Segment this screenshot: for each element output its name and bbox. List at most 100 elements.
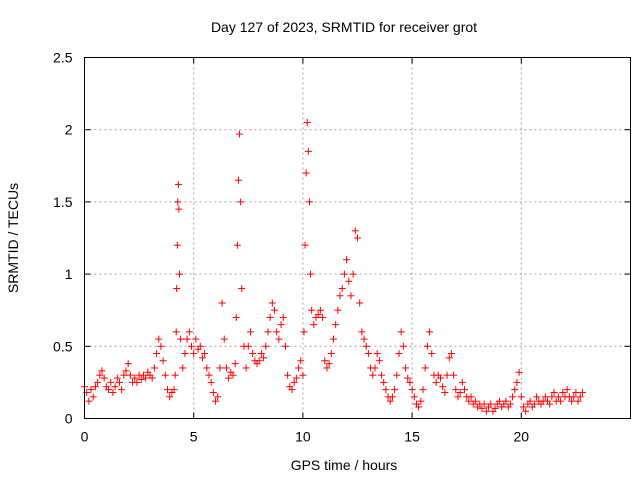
data-point (447, 350, 455, 358)
data-point (522, 407, 530, 415)
data-point (118, 386, 126, 394)
data-point (307, 270, 315, 278)
data-point (349, 270, 357, 278)
y-axis-title: SRMTID / TECUs (5, 183, 21, 293)
data-point (415, 403, 423, 411)
data-point (506, 400, 514, 408)
data-point (297, 357, 305, 365)
data-point (133, 378, 141, 386)
data-point (515, 368, 523, 376)
data-point (85, 397, 93, 405)
data-point (371, 364, 379, 372)
data-point (115, 378, 123, 386)
data-point (150, 364, 158, 372)
data-point (441, 389, 449, 397)
data-point (404, 374, 412, 382)
data-point (173, 285, 181, 293)
data-point (399, 342, 407, 350)
data-point (408, 386, 416, 394)
data-point (502, 397, 510, 405)
data-point (185, 328, 193, 336)
data-point (478, 404, 486, 412)
x-tick-label: 5 (190, 429, 198, 445)
data-point (391, 386, 399, 394)
data-point (452, 386, 460, 394)
data-point (351, 227, 359, 235)
data-point (402, 364, 410, 372)
data-point (332, 321, 340, 329)
data-point (323, 364, 331, 372)
data-point (177, 335, 185, 343)
data-point (190, 350, 198, 358)
data-point (148, 374, 156, 382)
data-point (480, 400, 488, 408)
data-point (563, 386, 571, 394)
data-point (482, 407, 490, 415)
data-point (266, 313, 274, 321)
data-point (257, 350, 265, 358)
data-point (275, 335, 283, 343)
data-point (96, 371, 104, 379)
data-point (181, 350, 189, 358)
data-point (159, 357, 167, 365)
data-point (300, 328, 308, 336)
data-point (554, 393, 562, 401)
data-point (170, 386, 178, 394)
data-point (557, 397, 565, 405)
data-point (157, 342, 165, 350)
data-point (465, 397, 473, 405)
data-point (207, 378, 215, 386)
data-point (220, 335, 228, 343)
data-point (419, 386, 427, 394)
x-tick-label: 0 (81, 429, 89, 445)
data-point (131, 374, 139, 382)
data-point (546, 400, 554, 408)
data-point (428, 350, 436, 358)
x-axis-title: GPS time / hours (291, 457, 398, 473)
data-point (238, 285, 246, 293)
data-point (260, 354, 268, 362)
data-point (105, 386, 113, 394)
data-point (303, 118, 311, 126)
data-point (423, 342, 431, 350)
data-point (574, 397, 582, 405)
data-point (321, 357, 329, 365)
data-point (509, 393, 517, 401)
data-point (360, 335, 368, 343)
data-point (198, 354, 206, 362)
data-point (232, 313, 240, 321)
data-points (81, 118, 586, 415)
data-point (329, 335, 337, 343)
data-point (325, 360, 333, 368)
data-point (559, 389, 567, 397)
x-tick-label: 10 (295, 429, 311, 445)
data-point (262, 342, 270, 350)
tick-labels: 0 5 10 15 20 0 0.5 1 1.5 2 2.5 (53, 50, 529, 445)
data-point (216, 364, 224, 372)
data-point (393, 371, 401, 379)
data-point (218, 299, 226, 307)
data-point (126, 371, 134, 379)
data-point (354, 234, 361, 242)
data-point (310, 321, 318, 329)
data-point (192, 335, 200, 343)
data-point (209, 389, 217, 397)
data-point (163, 386, 171, 394)
data-point (171, 371, 179, 379)
data-point (450, 371, 458, 379)
data-point (314, 311, 322, 319)
data-point (526, 397, 534, 405)
data-point (173, 241, 181, 249)
y-tick-label: 0 (65, 411, 73, 427)
data-point (362, 342, 370, 350)
data-point (373, 350, 381, 358)
data-point (89, 393, 97, 401)
data-point (91, 383, 99, 391)
data-point (111, 383, 119, 391)
data-point (98, 367, 106, 375)
data-point (417, 397, 425, 405)
data-point (113, 374, 121, 382)
data-point (183, 335, 191, 343)
data-point (572, 389, 580, 397)
